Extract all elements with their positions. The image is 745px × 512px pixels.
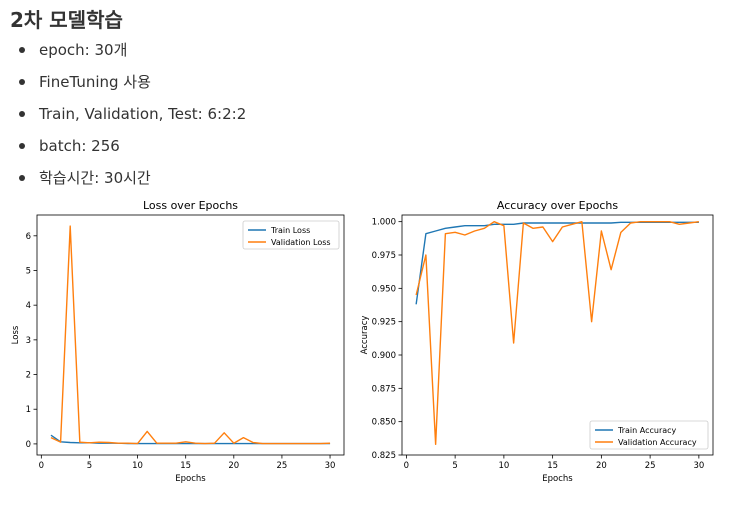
x-tick-label: 30	[325, 461, 336, 471]
x-tick-label: 20	[228, 461, 239, 471]
bullet-item-batch: batch: 256	[0, 132, 246, 164]
x-tick-label: 25	[645, 461, 656, 471]
y-tick-label: 6	[26, 232, 31, 242]
y-tick-label: 5	[26, 266, 31, 276]
accuracy-chart: Accuracy over Epochs 0 5 10 15 20 25 30 0.825 0.8…	[355, 195, 725, 491]
y-tick-label: 0.900	[372, 351, 396, 361]
y-tick-label: 0	[26, 440, 31, 450]
plot-frame	[401, 214, 714, 456]
x-axis-label: Epochs	[542, 474, 573, 484]
chart-title: Loss over Epochs	[143, 199, 238, 212]
x-tick-label: 15	[547, 461, 558, 471]
x-tick-label: 25	[277, 461, 288, 471]
bullet-item-finetuning: FineTuning 사용	[0, 68, 246, 100]
x-tick-label: 0	[39, 461, 44, 471]
y-tick-label: 0.950	[372, 284, 396, 294]
y-axis-label: Loss	[11, 325, 21, 344]
plot-frame	[36, 214, 345, 456]
legend-label: Train Loss	[270, 226, 310, 235]
section-title: 2차 모델학습	[10, 8, 123, 32]
x-axis-label: Epochs	[175, 474, 206, 484]
y-tick-label: 2	[26, 371, 31, 381]
x-tick-label: 30	[693, 461, 704, 471]
y-tick-label: 0.875	[372, 384, 396, 394]
y-tick-label: 1.000	[372, 218, 396, 228]
bullet-item-split: Train, Validation, Test: 6:2:2	[0, 100, 246, 132]
x-tick-label: 20	[596, 461, 607, 471]
y-tick-label: 3	[26, 336, 31, 346]
loss-chart: Loss over Epochs 0 5 10 15 20 25 30 0 1 2 3 4 5 6 Epoch…	[0, 195, 350, 491]
chart-title: Accuracy over Epochs	[497, 199, 618, 212]
bullet-item-training-time: 학습시간: 30시간	[0, 164, 246, 196]
y-tick-label: 0.925	[372, 318, 396, 328]
legend-label: Validation Loss	[271, 238, 331, 247]
x-tick-label: 0	[404, 461, 409, 471]
loss-chart-svg: Loss over Epochs 0 5 10 15 20 25 30 0 1 2 3 4 5 6 Epoch…	[11, 199, 345, 484]
y-tick-label: 0.975	[372, 251, 396, 261]
bullet-item-epoch: epoch: 30개	[0, 36, 246, 68]
x-tick-label: 10	[498, 461, 509, 471]
bullet-list: epoch: 30개 FineTuning 사용 Train, Validati…	[0, 36, 246, 196]
y-tick-label: 0.850	[372, 418, 396, 428]
x-tick-label: 5	[87, 461, 92, 471]
x-tick-label: 15	[180, 461, 191, 471]
legend-box	[242, 220, 340, 250]
y-tick-label: 4	[26, 301, 31, 311]
series-line-validation-loss	[50, 225, 331, 445]
y-tick-label: 0.825	[372, 451, 396, 461]
y-axis-label: Accuracy	[360, 316, 370, 355]
x-tick-label: 5	[452, 461, 457, 471]
series-line-validation-accuracy	[415, 220, 699, 446]
legend-label: Train Accuracy	[617, 426, 677, 435]
legend-label: Validation Accuracy	[618, 438, 697, 447]
x-tick-label: 10	[132, 461, 143, 471]
legend-box	[589, 420, 709, 450]
accuracy-chart-svg: Accuracy over Epochs 0 5 10 15 20 25 30 0.825 0.8…	[360, 199, 714, 484]
y-tick-label: 1	[26, 405, 31, 415]
